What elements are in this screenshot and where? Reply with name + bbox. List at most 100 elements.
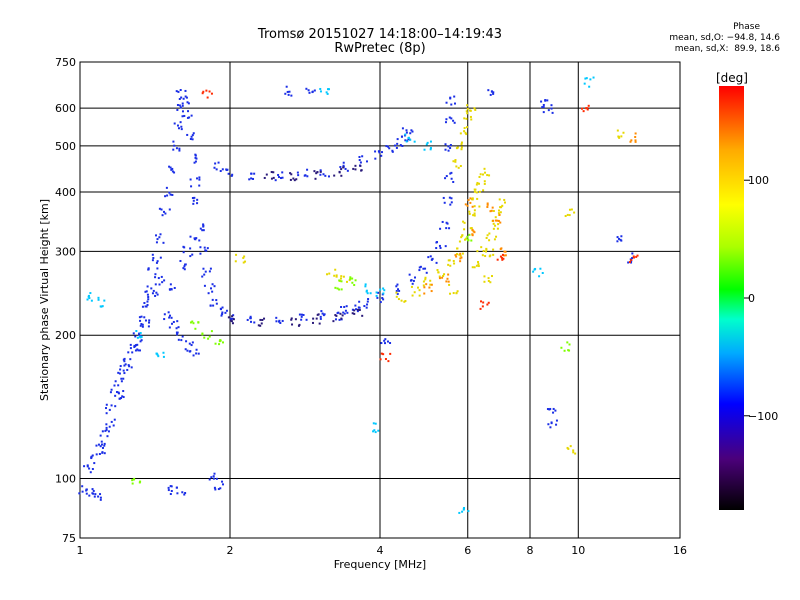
data-point [189, 350, 192, 353]
data-point [465, 133, 468, 136]
y-tick-label: 300 [55, 245, 76, 258]
data-point [315, 172, 318, 175]
data-point [447, 273, 450, 276]
data-point [343, 312, 346, 315]
data-point [179, 121, 182, 124]
data-point [486, 303, 489, 306]
data-point [631, 252, 634, 255]
data-point [430, 258, 433, 261]
data-point [207, 337, 210, 340]
data-point [180, 128, 183, 131]
data-point [333, 274, 336, 277]
data-point [488, 239, 491, 242]
data-point [538, 275, 541, 278]
data-point [123, 372, 126, 375]
data-point [341, 314, 344, 317]
data-point [426, 141, 429, 144]
data-point [170, 316, 173, 319]
data-point [403, 300, 406, 303]
data-point [319, 87, 322, 90]
data-point [441, 276, 444, 279]
data-point [461, 234, 464, 237]
data-point [572, 449, 575, 452]
data-point [634, 140, 637, 143]
data-point [292, 177, 295, 180]
x-tick-label: 4 [377, 544, 384, 557]
data-point [242, 261, 245, 264]
data-point [499, 221, 502, 224]
data-point [181, 110, 184, 113]
data-point [326, 92, 329, 95]
data-point [131, 479, 134, 482]
data-point [192, 199, 195, 202]
data-point [85, 489, 88, 492]
data-point [636, 254, 639, 257]
data-point [129, 358, 132, 361]
data-point [176, 108, 179, 111]
data-point [377, 291, 380, 294]
data-point [186, 116, 189, 119]
data-point [492, 227, 495, 230]
data-point [396, 142, 399, 145]
data-point [132, 478, 135, 481]
data-point [563, 349, 566, 352]
y-tick-label: 400 [55, 186, 76, 199]
data-point [382, 287, 385, 290]
data-point [322, 314, 325, 317]
data-point [172, 140, 175, 143]
phase-stats-o: mean, sd,O: −94.8, 14.6 [669, 33, 780, 43]
data-point [145, 290, 148, 293]
data-point [585, 107, 588, 110]
data-point [198, 178, 201, 181]
x-tick-label: 2 [227, 544, 234, 557]
data-point [172, 148, 175, 151]
data-point [628, 261, 631, 264]
data-point [197, 352, 200, 355]
data-point [469, 201, 472, 204]
data-point [250, 172, 253, 175]
data-point [178, 104, 181, 107]
data-point [191, 320, 194, 323]
data-point [182, 245, 185, 248]
data-point [171, 193, 174, 196]
data-point [138, 333, 141, 336]
x-tick-label: 6 [464, 544, 471, 557]
colorbar-tick-label: −100 [748, 410, 778, 423]
data-point [176, 124, 179, 127]
data-point [169, 283, 172, 286]
data-point [198, 184, 201, 187]
y-tick-label: 100 [55, 473, 76, 486]
data-point [225, 169, 228, 172]
data-point [210, 330, 213, 333]
data-point [320, 310, 323, 313]
data-point [312, 317, 315, 320]
data-point [170, 489, 173, 492]
data-point [435, 261, 438, 264]
data-point [316, 171, 319, 174]
data-point [119, 368, 122, 371]
data-point [340, 317, 343, 320]
data-point [383, 289, 386, 292]
data-point [564, 215, 567, 218]
data-point [478, 205, 481, 208]
data-point [168, 208, 171, 211]
data-point [418, 269, 421, 272]
data-point [385, 145, 388, 148]
data-point [173, 171, 176, 174]
data-point [546, 99, 549, 102]
data-point [465, 117, 468, 120]
data-point [148, 319, 151, 322]
data-point [542, 106, 545, 109]
data-point [176, 320, 179, 323]
data-point [484, 171, 487, 174]
data-point [155, 234, 158, 237]
data-point [122, 390, 125, 393]
data-point [469, 227, 472, 230]
data-point [138, 335, 141, 338]
data-point [234, 260, 237, 263]
data-point [375, 294, 378, 297]
data-point [159, 233, 162, 236]
data-point [120, 377, 123, 380]
data-point [342, 161, 345, 164]
data-point [183, 265, 186, 268]
